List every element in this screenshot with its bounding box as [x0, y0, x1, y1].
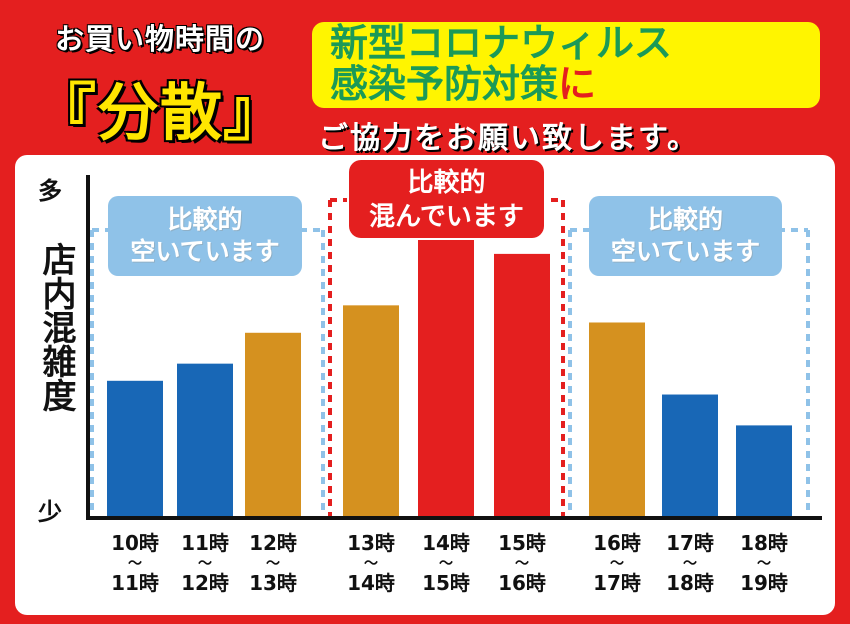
tick-label-end: 15時 [422, 571, 470, 595]
group-tag-line2: 混んでいます [369, 202, 524, 232]
tick-label-start: 12時 [249, 531, 297, 555]
group-tag-line1: 比較的 [407, 168, 486, 198]
group-tag-line1: 比較的 [647, 205, 723, 234]
tick-label-start: 18時 [740, 531, 788, 555]
tick-label-tilde: 〜 [439, 556, 453, 572]
tick-label-tilde: 〜 [610, 556, 624, 572]
bar-3 [343, 305, 399, 518]
notice-line2-accent: に [558, 62, 597, 106]
request-text: ご協力をお願い致します。 [318, 121, 699, 156]
headline-line2: 『分散』 [33, 76, 286, 149]
tick-label-start: 15時 [498, 531, 546, 555]
notice-line2-main: 感染予防対策 [330, 62, 559, 106]
tick-label-end: 17時 [593, 571, 641, 595]
tick-label-tilde: 〜 [198, 556, 212, 572]
headline-line1: お買い物時間の [54, 22, 265, 56]
bar-6 [589, 322, 645, 518]
tick-label-tilde: 〜 [364, 556, 378, 572]
tick-label-start: 16時 [593, 531, 641, 555]
tick-label-tilde: 〜 [515, 556, 529, 572]
y-axis-high-label: 多 [38, 177, 62, 205]
notice-line1: 新型コロナウィルス [330, 21, 673, 65]
tick-label-end: 13時 [249, 571, 297, 595]
bar-7 [662, 394, 718, 518]
bar-5 [494, 253, 550, 518]
group-tag-line1: 比較的 [167, 205, 243, 234]
bar-0 [107, 380, 163, 518]
notice-line2: 感染予防対策に [330, 64, 802, 105]
bar-2 [245, 332, 301, 518]
tick-label-start: 13時 [347, 531, 395, 555]
notice-box: 新型コロナウィルス 感染予防対策に [312, 22, 820, 108]
tick-label-start: 10時 [111, 531, 159, 555]
tick-label-start: 14時 [422, 531, 470, 555]
tick-label-end: 12時 [181, 571, 229, 595]
tick-label-start: 11時 [181, 531, 229, 555]
tick-label-tilde: 〜 [683, 556, 697, 572]
group-tag-line2: 空いています [130, 237, 280, 266]
group-tag-uncrowded-left: 比較的 空いています [108, 196, 302, 276]
group-tag-uncrowded-right: 比較的 空いています [589, 196, 782, 276]
bar-1 [177, 363, 233, 518]
tick-label-end: 11時 [111, 571, 159, 595]
tick-label-end: 18時 [666, 571, 714, 595]
headline: お買い物時間の 『分散』 [20, 16, 300, 152]
group-tag-line2: 空いています [610, 237, 761, 266]
tick-label-tilde: 〜 [266, 556, 280, 572]
tick-label-tilde: 〜 [757, 556, 771, 572]
group-tag-crowded: 比較的 混んでいます [349, 160, 544, 238]
bar-8 [736, 425, 792, 518]
y-axis-low-label: 少 [38, 498, 62, 526]
tick-label-start: 17時 [666, 531, 714, 555]
tick-label-end: 14時 [347, 571, 395, 595]
bar-4 [418, 236, 474, 519]
tick-label-end: 19時 [740, 571, 788, 595]
tick-label-tilde: 〜 [128, 556, 142, 572]
tick-label-end: 16時 [498, 571, 546, 595]
y-axis-label: 店内混雑度 [36, 242, 76, 412]
